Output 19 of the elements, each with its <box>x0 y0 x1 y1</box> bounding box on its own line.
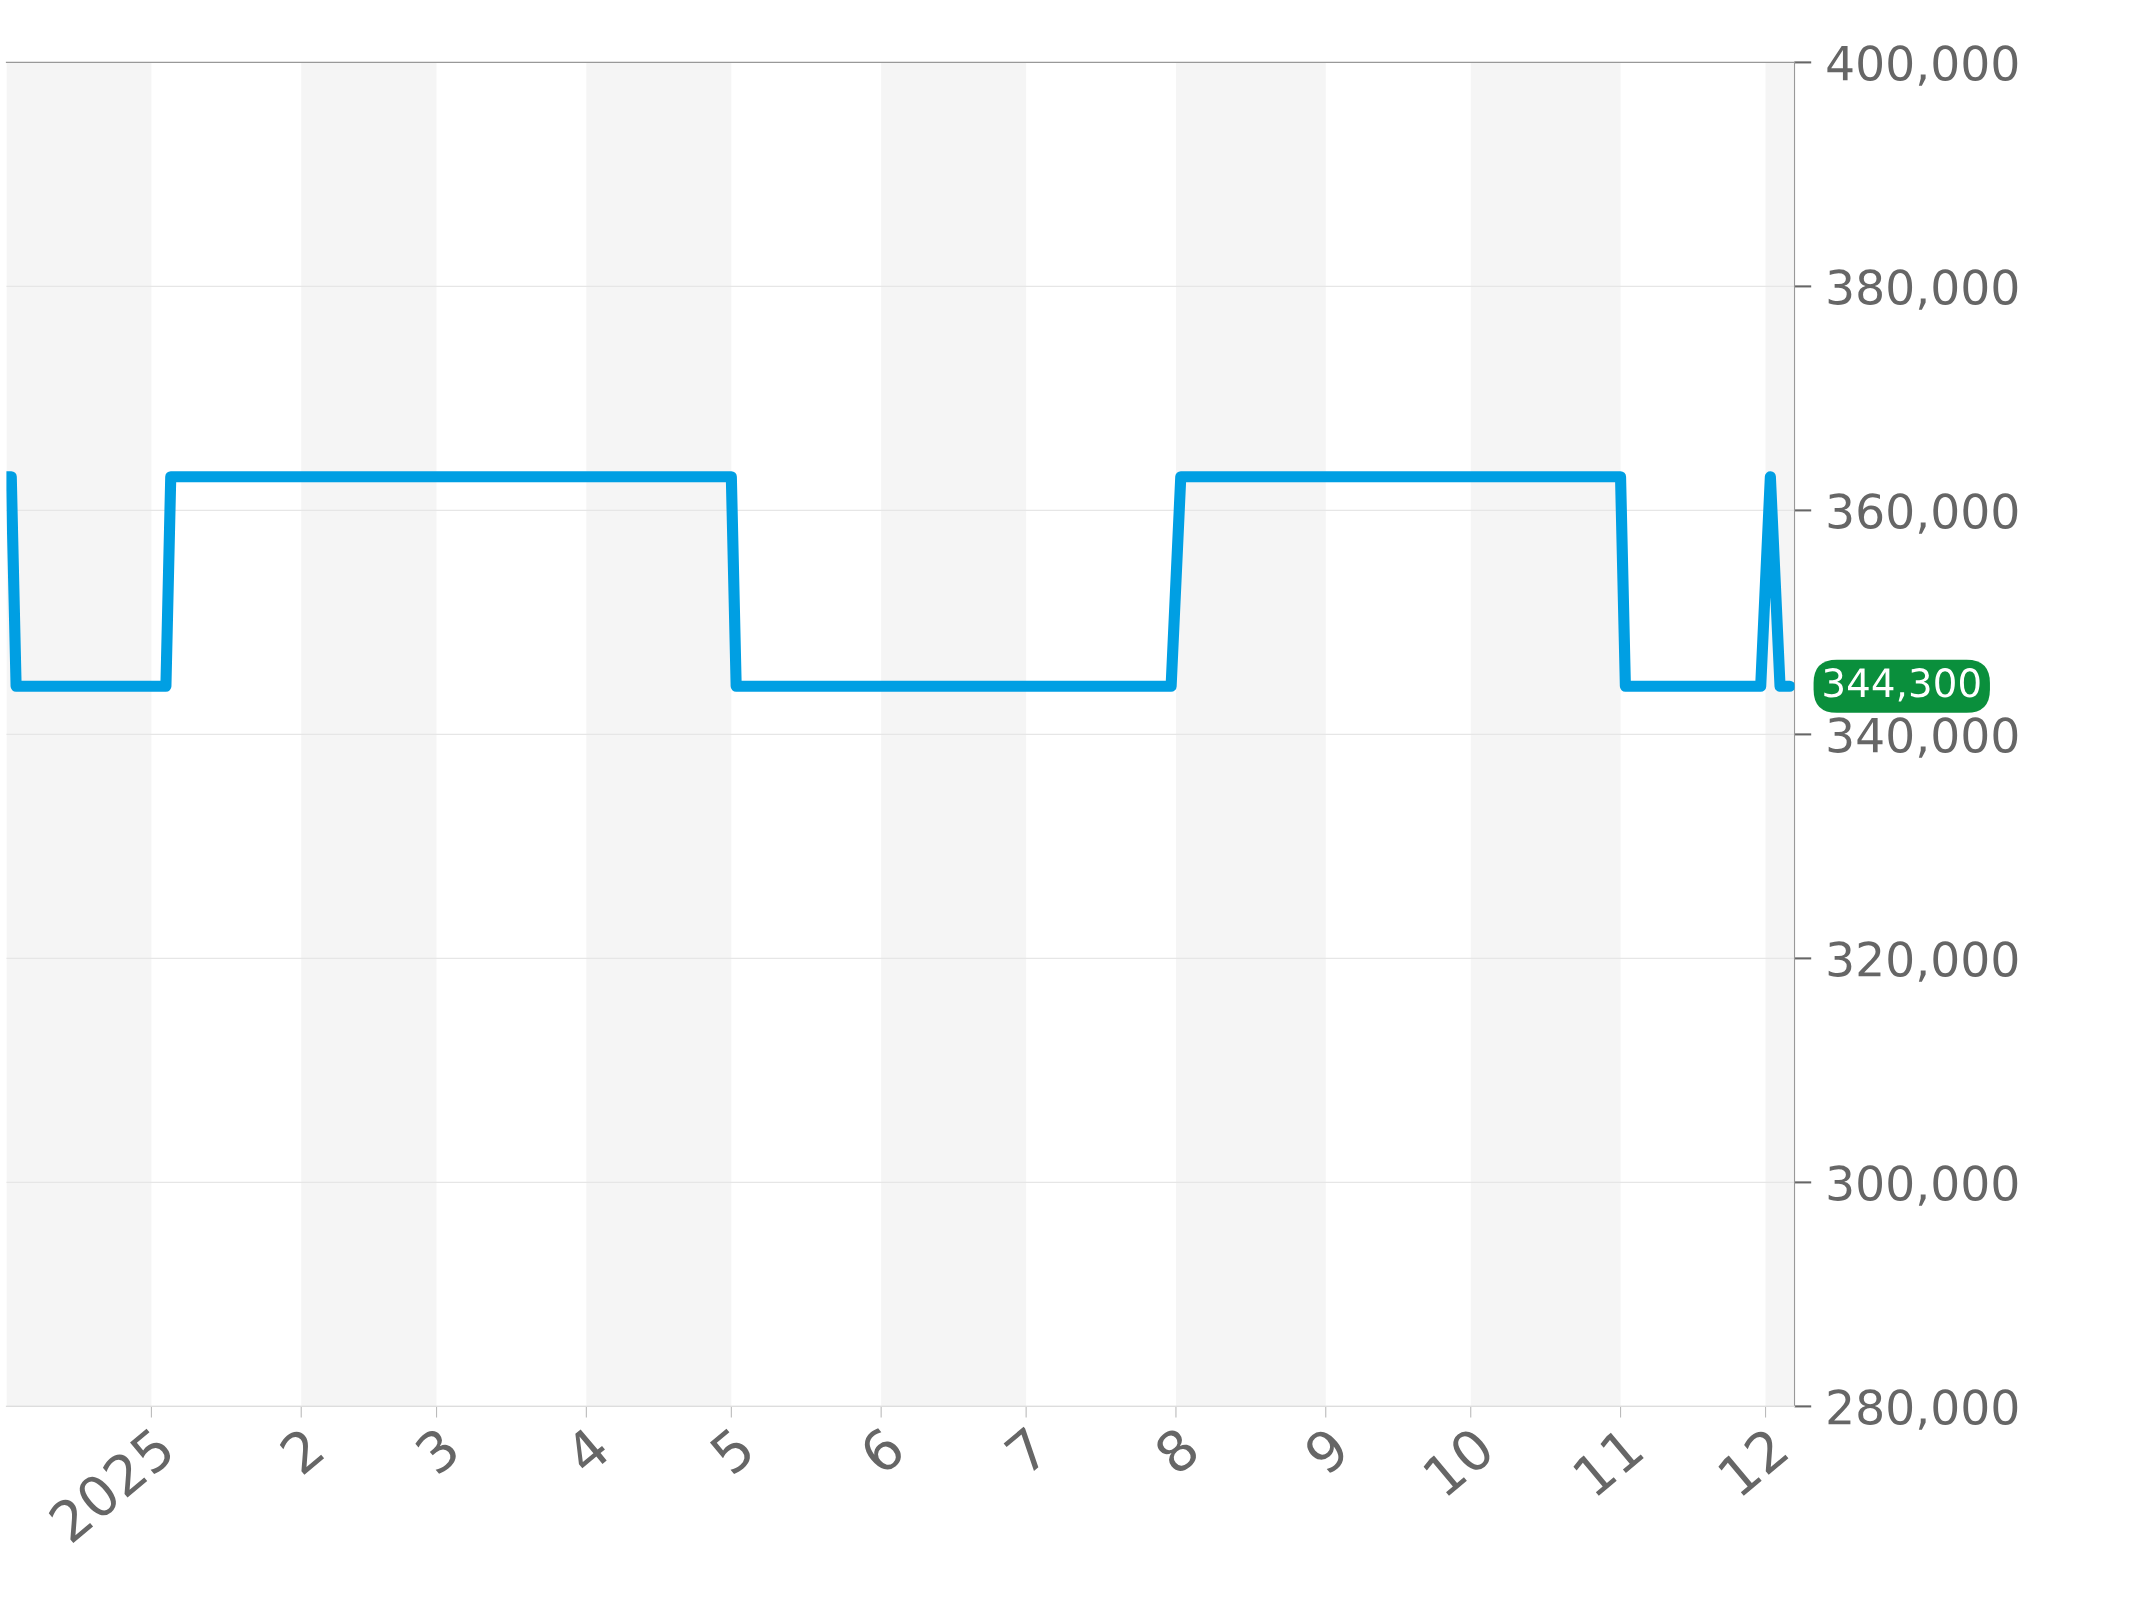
y-tick-label: 380,000 <box>1828 269 2018 310</box>
y-tick-label: 280,000 <box>1828 1389 2018 1430</box>
x-tick-label: 10 <box>1421 1425 1496 1497</box>
annotation: 344,300 <box>1824 668 1980 702</box>
x-tick-label: 2 <box>277 1426 325 1475</box>
x-tick-label: 8 <box>1152 1425 1201 1476</box>
x-tick-label: 9 <box>1301 1425 1351 1476</box>
x-tick-label: 3 <box>413 1425 461 1476</box>
y-tick-label: 360,000 <box>1828 493 2018 534</box>
x-tick-label: 5 <box>708 1426 756 1476</box>
y-tick-label: 340,000 <box>1828 717 2018 758</box>
x-tick-label: 11 <box>1572 1426 1644 1497</box>
x-tick-label: 4 <box>562 1425 612 1476</box>
y-tick-label: 320,000 <box>1828 941 2018 982</box>
y-tick-label: 300,000 <box>1828 1165 2018 1206</box>
y-tick-label: 400,000 <box>1827 45 2018 86</box>
x-tick-label: 12 <box>1716 1426 1789 1497</box>
x-tick-label: 6 <box>857 1425 907 1476</box>
x-tick-label: 7 <box>1003 1426 1050 1475</box>
